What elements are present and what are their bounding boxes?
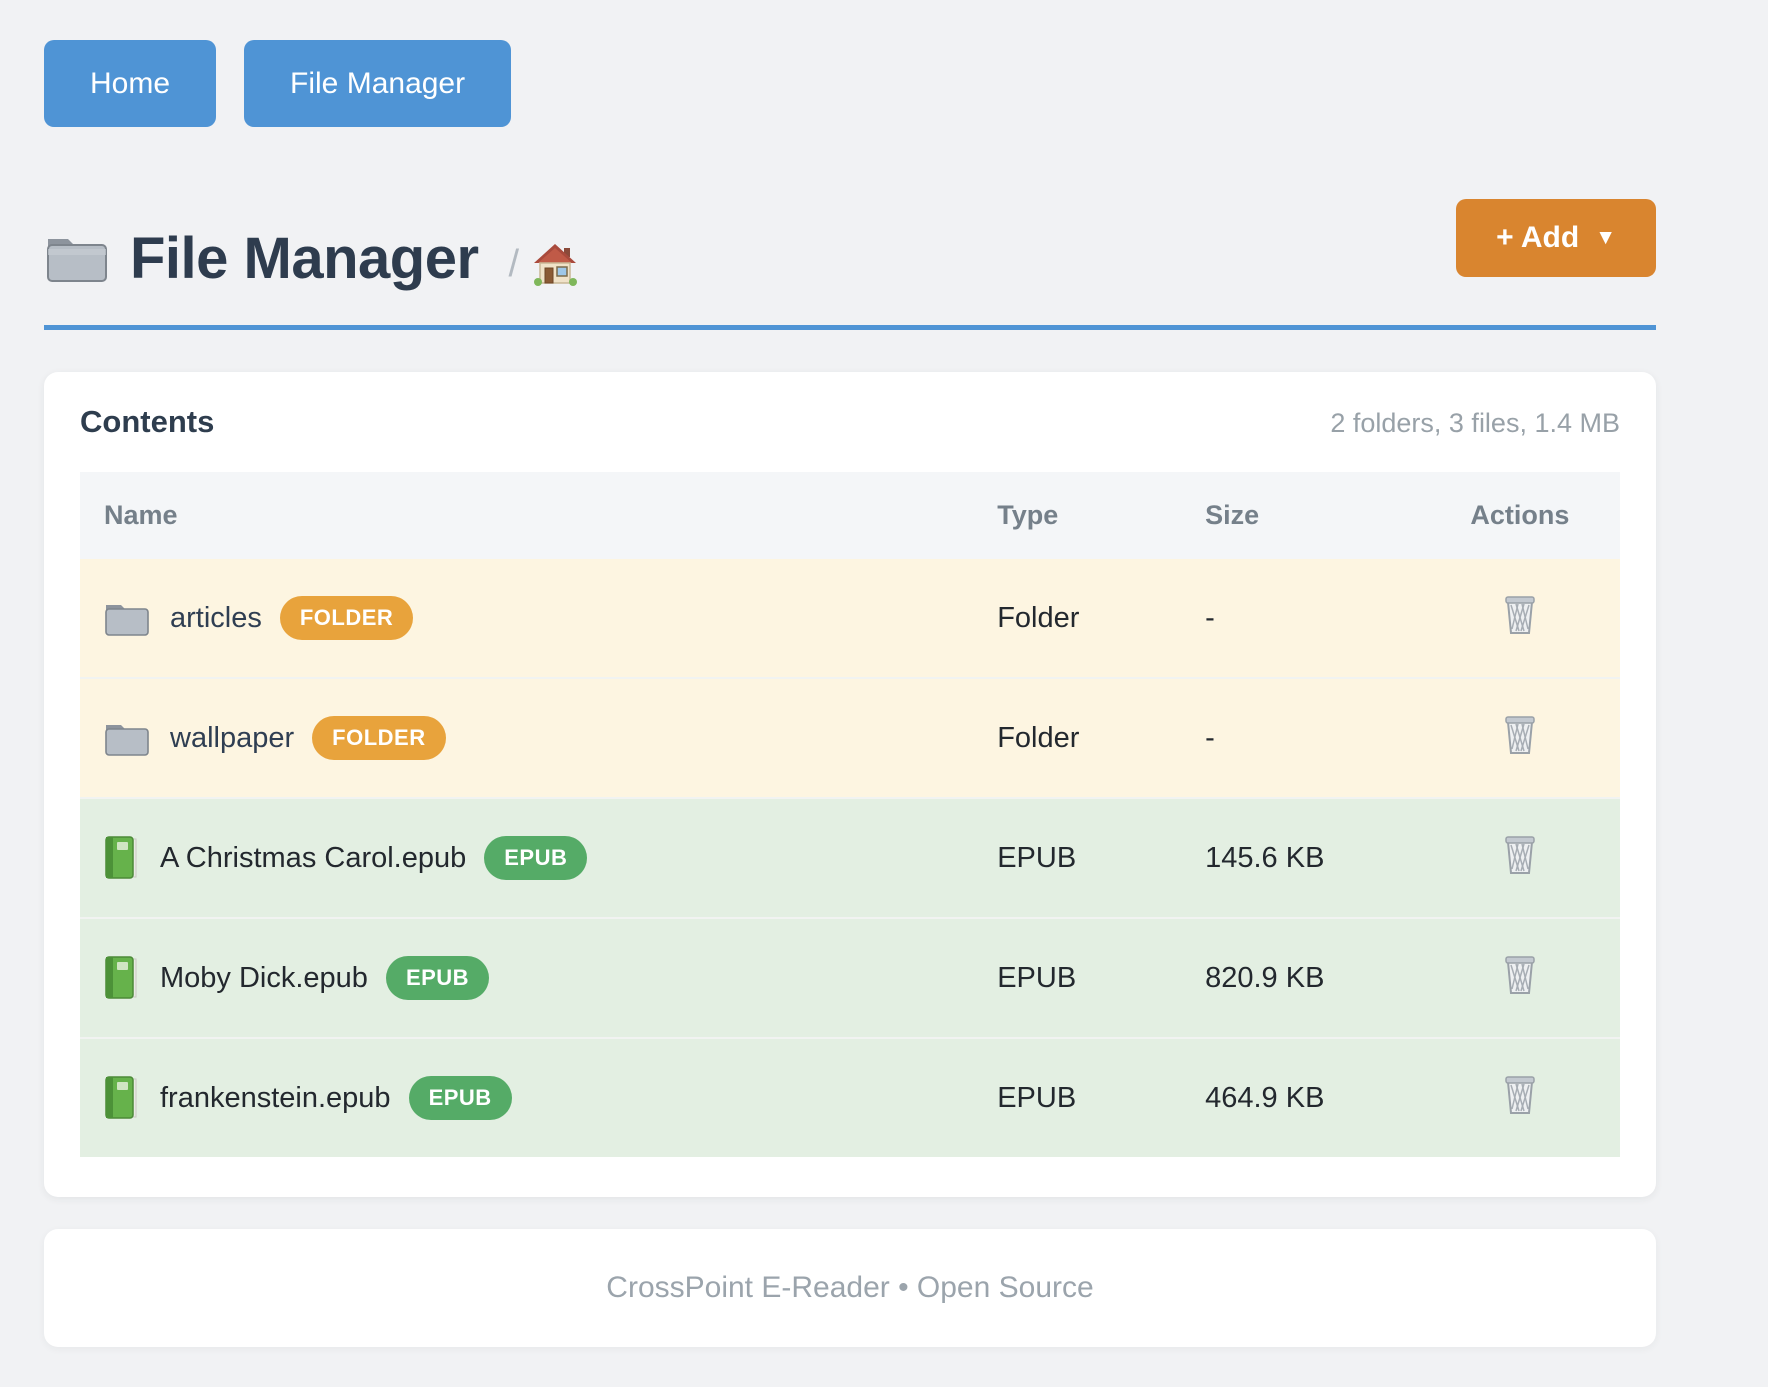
type-cell: EPUB [973,1037,1182,1157]
nav-button-file-manager[interactable]: File Manager [244,40,512,127]
epub-badge: EPUB [484,836,588,880]
folder-link[interactable]: wallpaper [170,721,295,754]
epub-badge: EPUB [408,1076,512,1120]
book-icon [104,836,140,880]
folder-icon [104,599,150,637]
size-cell: 464.9 KB [1181,1037,1420,1157]
page-title: File Manager [130,226,479,291]
table-header-row: Name Type Size Actions [80,472,1620,559]
page-header: File Manager / + Add ▼ [44,199,1656,307]
file-name: frankenstein.epub [160,1081,391,1114]
top-nav: Home File Manager [44,40,1656,127]
contents-summary: 2 folders, 3 files, 1.4 MB [1330,408,1620,438]
contents-card: Contents 2 folders, 3 files, 1.4 MB Name… [44,372,1656,1197]
size-cell: - [1205,601,1215,634]
table-row: wallpaper FOLDER Folder - [80,677,1620,798]
folder-icon [44,229,110,290]
epub-badge: EPUB [385,956,490,1000]
table-row: Moby Dick.epub EPUB EPUB 820.9 KB [80,917,1620,1038]
type-cell: Folder [997,601,1080,634]
add-button-label: + Add [1496,221,1580,254]
type-cell: Folder [973,677,1182,798]
file-table: Name Type Size Actions [80,472,1620,1157]
size-cell: 820.9 KB [1181,917,1420,1038]
title-divider [44,325,1656,330]
column-header-name: Name [104,500,178,530]
type-cell: EPUB [973,917,1182,1038]
delete-button[interactable] [1502,593,1538,635]
book-icon [104,956,140,1000]
delete-button[interactable] [1502,953,1538,995]
table-row: A Christmas Carol.epub EPUB EPUB 145.6 K… [80,797,1620,918]
breadcrumb-separator: / [508,242,520,285]
type-cell: EPUB [973,797,1182,918]
delete-button[interactable] [1502,833,1538,875]
size-cell: - [1181,677,1420,798]
file-name: Moby Dick.epub [160,961,368,994]
delete-button[interactable] [1502,713,1538,755]
delete-button[interactable] [1502,1073,1538,1115]
folder-badge: FOLDER [312,716,446,760]
table-row: frankenstein.epub EPUB EPUB 464.9 KB [80,1037,1620,1157]
file-name: A Christmas Carol.epub [160,841,467,874]
size-cell: 145.6 KB [1181,797,1420,918]
column-header-type: Type [997,500,1059,530]
folder-icon [104,719,150,757]
footer: CrossPoint E-Reader • Open Source [44,1229,1656,1347]
folder-badge: FOLDER [279,596,414,640]
contents-heading: Contents [80,404,215,439]
column-header-size: Size [1205,500,1260,530]
column-header-actions: Actions [1470,500,1570,530]
folder-link[interactable]: articles [170,601,262,634]
table-row: articles FOLDER Folder - [80,559,1620,678]
book-icon [104,1076,140,1120]
add-button[interactable]: + Add ▼ [1456,199,1656,277]
nav-button-home[interactable]: Home [44,40,217,127]
chevron-down-icon: ▼ [1595,226,1616,249]
home-icon[interactable] [533,242,578,291]
footer-text: CrossPoint E-Reader • Open Source [606,1271,1094,1304]
